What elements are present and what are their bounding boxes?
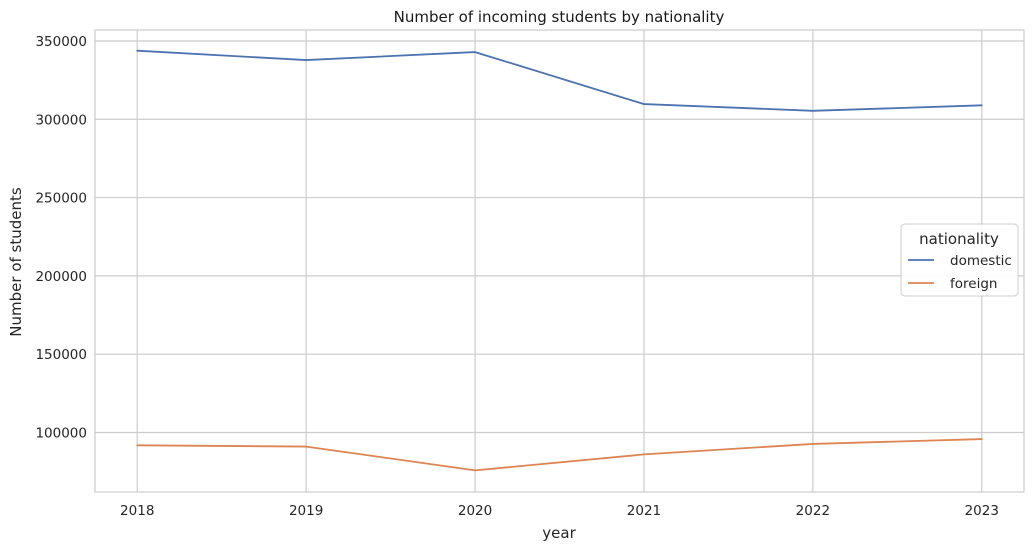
legend-label-foreign: foreign (950, 276, 997, 292)
y-gridlines (95, 40, 1024, 434)
x-tick-label: 2023 (965, 503, 999, 519)
x-tick-labels: 2018 2019 2020 2021 2022 2023 (120, 503, 999, 519)
y-tick-label: 300000 (35, 112, 87, 128)
legend-title: nationality (919, 230, 999, 248)
y-tick-label: 250000 (35, 191, 87, 207)
y-tick-labels: 100000 150000 200000 250000 300000 350000 (35, 34, 87, 442)
y-tick-label: 150000 (35, 347, 87, 363)
chart-title: Number of incoming students by nationali… (394, 8, 725, 26)
x-tick-label: 2021 (627, 503, 661, 519)
legend-label-domestic: domestic (950, 253, 1012, 269)
x-tick-label: 2018 (120, 503, 154, 519)
plot-frame (94, 29, 1025, 493)
y-tick-label: 100000 (35, 425, 87, 441)
series-line-domestic (136, 49, 983, 112)
y-axis-label: Number of students (7, 187, 25, 337)
x-gridlines (136, 30, 983, 492)
x-axis-label: year (542, 524, 576, 542)
y-tick-label: 350000 (35, 34, 87, 50)
series-line-foreign (136, 438, 983, 472)
x-tick-label: 2020 (458, 503, 492, 519)
legend-box (900, 223, 1019, 297)
legend: nationality domestic foreign (900, 223, 1019, 297)
x-tick-label: 2022 (796, 503, 830, 519)
x-tick-label: 2019 (289, 503, 323, 519)
y-tick-label: 200000 (35, 269, 87, 285)
series-lines (136, 49, 983, 472)
